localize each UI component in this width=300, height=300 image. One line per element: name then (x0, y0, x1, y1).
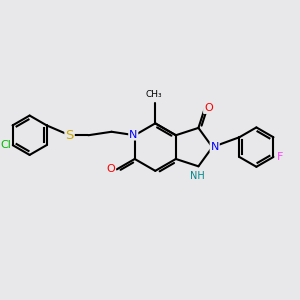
Text: NH: NH (190, 171, 204, 181)
Text: Cl: Cl (0, 140, 11, 150)
Text: O: O (204, 103, 213, 113)
Text: N: N (129, 130, 137, 140)
Text: O: O (106, 164, 115, 174)
Text: N: N (211, 142, 219, 152)
Text: S: S (65, 129, 74, 142)
Text: F: F (277, 152, 283, 162)
Text: CH₃: CH₃ (146, 90, 162, 99)
